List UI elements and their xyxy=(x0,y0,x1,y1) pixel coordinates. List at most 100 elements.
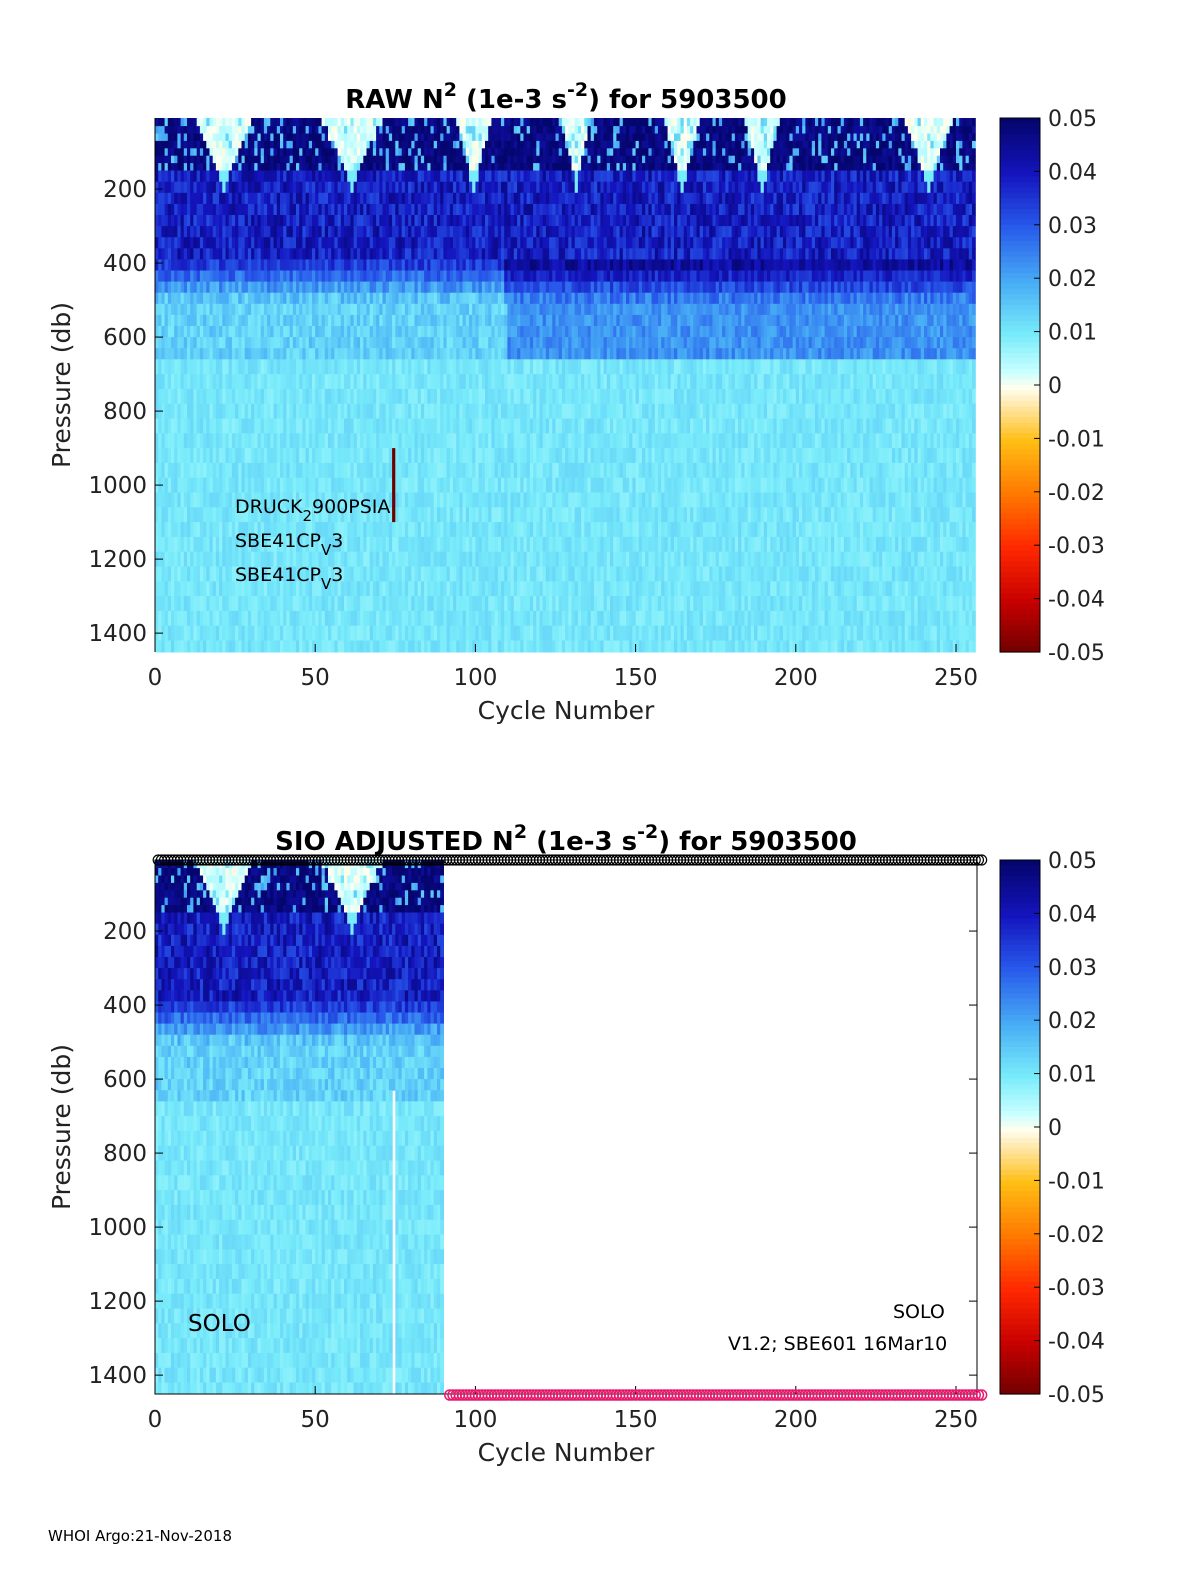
heatmap-cell xyxy=(513,348,518,360)
heatmap-cell xyxy=(161,226,166,238)
heatmap-cell xyxy=(321,170,326,183)
heatmap-cell xyxy=(369,170,374,183)
heatmap-cell xyxy=(356,359,361,375)
heatmap-cell xyxy=(280,281,284,294)
heatmap-cell xyxy=(177,522,182,538)
heatmap-cell xyxy=(222,326,227,338)
heatmap-cell xyxy=(273,126,278,134)
heatmap-cell xyxy=(353,126,358,134)
heatmap-cell xyxy=(289,492,294,508)
heatmap-cell xyxy=(315,155,319,164)
heatmap-cell xyxy=(305,118,310,127)
heatmap-cell xyxy=(379,314,384,327)
heatmap-cell xyxy=(251,248,255,260)
heatmap-cell xyxy=(228,326,233,338)
heatmap-cell xyxy=(289,170,294,183)
heatmap-cell xyxy=(299,477,303,493)
heatmap-cell xyxy=(260,374,265,390)
heatmap-cell xyxy=(379,596,384,612)
heatmap-cell xyxy=(513,270,518,283)
heatmap-cell xyxy=(347,337,351,349)
heatmap-cell xyxy=(190,462,194,479)
heatmap-cell xyxy=(260,522,265,538)
heatmap-cell xyxy=(199,507,204,523)
heatmap-cell xyxy=(228,581,233,597)
heatmap-cell xyxy=(241,448,246,464)
heatmap-cell xyxy=(254,581,259,597)
heatmap-cell xyxy=(321,640,326,653)
heatmap-cell xyxy=(187,536,191,553)
heatmap-cell xyxy=(212,303,217,316)
heatmap-cell xyxy=(155,359,159,375)
heatmap-cell xyxy=(369,374,374,390)
heatmap-cell xyxy=(164,314,169,327)
heatmap-cell xyxy=(369,581,374,597)
heatmap-cell xyxy=(292,303,297,316)
heatmap-cell xyxy=(366,203,371,216)
heatmap-cell xyxy=(286,303,291,316)
heatmap-cell xyxy=(254,148,259,157)
heatmap-cell xyxy=(251,203,255,216)
heatmap-cell xyxy=(158,507,162,523)
heatmap-cell xyxy=(299,140,303,149)
heatmap-cell xyxy=(196,418,201,434)
heatmap-cell xyxy=(199,140,204,149)
heatmap-cell xyxy=(206,388,211,405)
heatmap-cell xyxy=(209,418,214,434)
heatmap-cell xyxy=(382,314,387,327)
heatmap-cell xyxy=(155,348,159,360)
heatmap-cell xyxy=(372,433,377,449)
heatmap-cell xyxy=(385,551,390,567)
heatmap-cell xyxy=(260,140,265,149)
heatmap-cell xyxy=(388,388,393,405)
heatmap-cell xyxy=(241,403,246,419)
heatmap-cell xyxy=(247,140,252,149)
heatmap-cell xyxy=(238,226,243,238)
heatmap-cell xyxy=(167,140,172,149)
heatmap-cell xyxy=(344,536,348,553)
heatmap-cell xyxy=(363,492,368,508)
heatmap-cell xyxy=(263,203,268,216)
heatmap-cell xyxy=(353,581,358,597)
heatmap-cell xyxy=(225,507,230,523)
heatmap-cell xyxy=(305,433,310,449)
heatmap-cell xyxy=(353,303,358,316)
heatmap-cell xyxy=(193,337,198,349)
heatmap-cell xyxy=(247,403,252,419)
heatmap-cell xyxy=(350,374,355,390)
heatmap-cell xyxy=(180,140,185,149)
heatmap-cell xyxy=(161,625,166,641)
heatmap-cell xyxy=(257,326,262,338)
heatmap-cell xyxy=(321,477,326,493)
heatmap-cell xyxy=(247,237,252,249)
heatmap-cell xyxy=(215,226,220,238)
heatmap-cell xyxy=(235,462,239,479)
heatmap-cell xyxy=(222,170,227,183)
heatmap-cell xyxy=(360,303,364,316)
heatmap-cell xyxy=(260,492,265,508)
heatmap-cell xyxy=(305,203,310,216)
heatmap-cell xyxy=(260,281,265,294)
heatmap-cell xyxy=(299,237,303,249)
heatmap-cell xyxy=(241,374,246,390)
heatmap-cell xyxy=(228,462,233,479)
heatmap-cell xyxy=(302,237,307,249)
heatmap-cell xyxy=(353,640,358,653)
heatmap-cell xyxy=(289,163,294,171)
heatmap-cell xyxy=(385,155,390,164)
heatmap-cell xyxy=(267,281,271,294)
heatmap-cell xyxy=(231,259,236,271)
heatmap-cell xyxy=(324,314,329,327)
heatmap-cell xyxy=(167,403,172,419)
heatmap-cell xyxy=(280,337,284,349)
heatmap-cell xyxy=(286,374,291,390)
heatmap-cell xyxy=(247,507,252,523)
heatmap-cell xyxy=(158,226,162,238)
heatmap-cell xyxy=(340,610,345,627)
heatmap-cell xyxy=(382,374,387,390)
heatmap-cell xyxy=(299,551,303,567)
heatmap-cell xyxy=(267,477,271,493)
heatmap-cell xyxy=(334,203,339,216)
heatmap-cell xyxy=(171,507,175,523)
heatmap-cell xyxy=(379,507,384,523)
